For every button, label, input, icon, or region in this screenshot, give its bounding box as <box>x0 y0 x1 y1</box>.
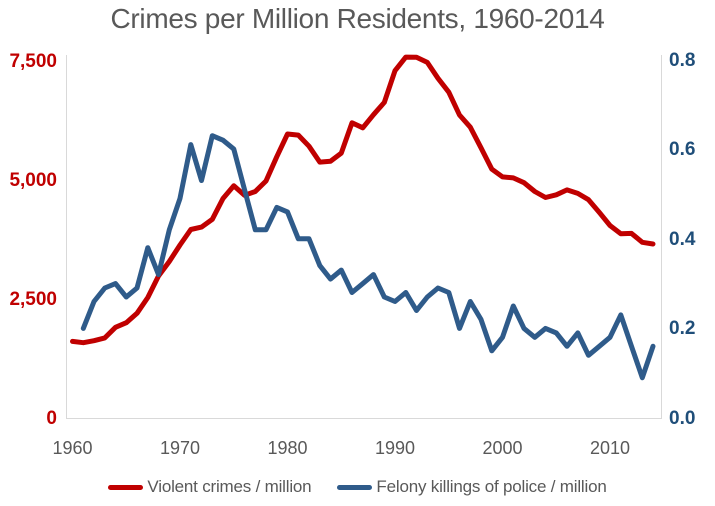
series-line-violent-crimes <box>70 54 656 346</box>
legend-item-violent-crimes: Violent crimes / million <box>108 477 312 497</box>
legend-label-felony-killings: Felony killings of police / million <box>376 477 607 496</box>
series-lines-group <box>70 54 656 381</box>
legend-item-felony-killings: Felony killings of police / million <box>337 477 607 497</box>
chart-title: Crimes per Million Residents, 1960-2014 <box>110 3 605 34</box>
legend-label-violent-crimes: Violent crimes / million <box>147 477 312 496</box>
legend-swatch-violent-crimes <box>108 484 144 490</box>
series-line-felony-killings <box>80 133 656 381</box>
legend: Violent crimes / million Felony killings… <box>0 477 715 497</box>
legend-swatch-felony-killings <box>337 484 373 490</box>
